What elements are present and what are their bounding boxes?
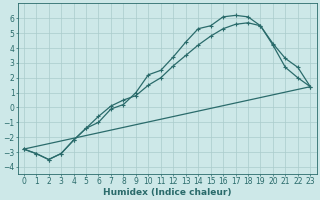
X-axis label: Humidex (Indice chaleur): Humidex (Indice chaleur) <box>103 188 231 197</box>
